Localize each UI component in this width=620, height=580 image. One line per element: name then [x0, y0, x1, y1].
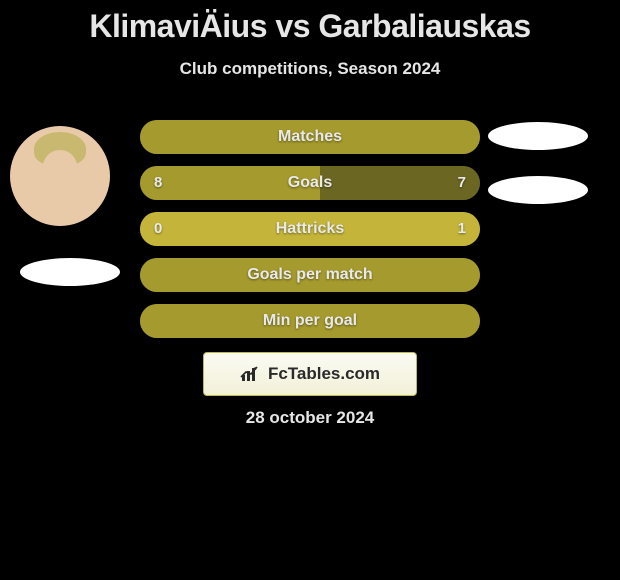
stat-row: Matches [140, 120, 480, 154]
stat-row: 8 Goals 7 [140, 166, 480, 200]
page-subtitle: Club competitions, Season 2024 [0, 59, 620, 79]
stats-panel: Matches 8 Goals 7 0 Hattricks 1 Goals per match… [140, 120, 480, 350]
bar-chart-icon [240, 365, 262, 383]
stat-value-left: 0 [154, 212, 162, 246]
stat-value-right: 7 [458, 166, 466, 200]
stat-label: Min per goal [263, 312, 357, 330]
decorative-ellipse [488, 122, 588, 150]
stat-row: 0 Hattricks 1 [140, 212, 480, 246]
page-title: KlimaviÄius vs Garbaliauskas [0, 0, 620, 45]
stat-label: Goals per match [247, 266, 372, 284]
stat-label: Matches [278, 128, 342, 146]
player-avatar-left [10, 126, 110, 226]
stat-row: Goals per match [140, 258, 480, 292]
logo-text: FcTables.com [268, 364, 380, 384]
decorative-ellipse [20, 258, 120, 286]
stat-label: Goals [288, 174, 332, 192]
stat-row: Min per goal [140, 304, 480, 338]
stat-fill-right [320, 166, 480, 200]
decorative-ellipse [488, 176, 588, 204]
date-label: 28 october 2024 [0, 408, 620, 428]
stat-label: Hattricks [276, 220, 344, 238]
stat-value-right: 1 [458, 212, 466, 246]
stat-value-left: 8 [154, 166, 162, 200]
logo-box: FcTables.com [203, 352, 417, 396]
